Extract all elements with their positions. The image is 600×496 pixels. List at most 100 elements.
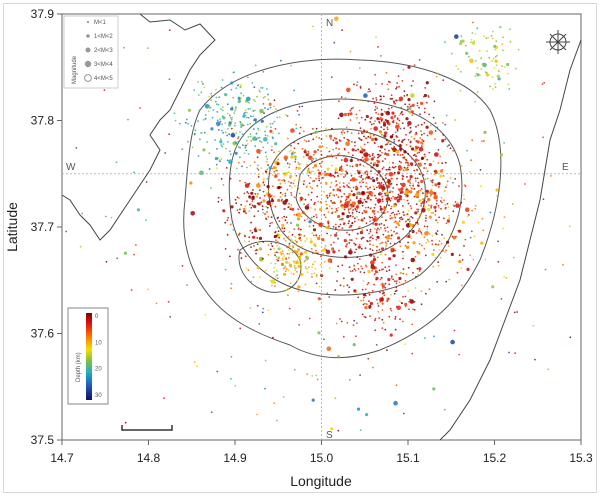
- earthquake-point: [244, 109, 247, 112]
- earthquake-point: [471, 41, 475, 45]
- earthquake-point: [226, 219, 229, 222]
- earthquake-point: [167, 301, 170, 303]
- earthquake-point: [367, 206, 370, 209]
- earthquake-point: [363, 271, 366, 274]
- earthquake-point: [392, 133, 394, 136]
- earthquake-point: [288, 105, 291, 108]
- earthquake-point: [311, 276, 313, 278]
- earthquake-point: [347, 200, 351, 204]
- earthquake-point: [288, 150, 291, 153]
- earthquake-point: [332, 193, 334, 196]
- earthquake-point: [379, 154, 382, 157]
- earthquake-point: [358, 122, 361, 124]
- earthquake-point: [448, 278, 451, 281]
- earthquake-point: [251, 231, 254, 234]
- earthquake-point: [240, 123, 244, 127]
- earthquake-point: [359, 85, 362, 88]
- earthquake-point: [234, 107, 237, 110]
- earthquake-point: [362, 159, 365, 162]
- earthquake-point: [435, 170, 438, 172]
- earthquake-point: [410, 84, 413, 87]
- earthquake-point: [366, 163, 369, 166]
- earthquake-point: [246, 200, 248, 203]
- earthquake-point: [452, 236, 456, 240]
- earthquake-point: [370, 170, 372, 173]
- earthquake-point: [415, 232, 418, 234]
- earthquake-point: [178, 122, 181, 125]
- earthquake-point: [330, 234, 332, 237]
- earthquake-point: [457, 229, 459, 232]
- earthquake-point: [321, 145, 324, 148]
- earthquake-point: [420, 188, 423, 190]
- earthquake-point: [276, 116, 279, 119]
- earthquake-point: [398, 160, 401, 163]
- earthquake-point: [414, 193, 420, 198]
- earthquake-point: [481, 217, 484, 220]
- earthquake-point: [421, 208, 426, 213]
- earthquake-point: [284, 266, 287, 269]
- earthquake-point: [381, 151, 383, 154]
- earthquake-point: [416, 267, 419, 270]
- colorbar-tick: 0: [95, 314, 99, 320]
- contour-outer: [183, 58, 502, 359]
- earthquake-point: [181, 148, 184, 151]
- earthquake-point: [408, 230, 411, 233]
- earthquake-point: [226, 112, 229, 115]
- earthquake-point: [295, 127, 298, 130]
- earthquake-point: [483, 35, 485, 38]
- earthquake-point: [225, 167, 228, 169]
- earthquake-point: [454, 119, 456, 121]
- earthquake-point: [383, 207, 387, 211]
- earthquake-point: [403, 157, 405, 160]
- earthquake-point: [395, 289, 398, 292]
- earthquake-point: [136, 208, 141, 212]
- earthquake-point: [355, 248, 358, 251]
- earthquake-point: [402, 272, 405, 275]
- earthquake-point: [370, 162, 372, 165]
- earthquake-point: [381, 318, 384, 321]
- earthquake-point: [284, 219, 287, 222]
- earthquake-point: [408, 218, 411, 221]
- earthquake-point: [315, 282, 318, 285]
- earthquake-point: [298, 132, 301, 135]
- earthquake-point: [253, 245, 255, 247]
- earthquake-point: [409, 190, 413, 194]
- earthquake-point: [393, 138, 396, 141]
- earthquake-point: [404, 190, 410, 195]
- earthquake-point: [376, 302, 379, 305]
- earthquake-point: [216, 167, 218, 170]
- earthquake-point: [358, 67, 361, 70]
- earthquake-point: [252, 276, 255, 278]
- earthquake-point: [425, 81, 429, 85]
- earthquake-point: [420, 233, 423, 236]
- earthquake-point: [416, 177, 419, 180]
- earthquake-point: [350, 224, 353, 227]
- earthquake-point: [349, 207, 352, 210]
- earthquake-point: [306, 163, 309, 166]
- earthquake-point: [260, 167, 263, 170]
- earthquake-point: [267, 164, 269, 167]
- earthquake-point: [219, 118, 221, 120]
- earthquake-point: [381, 284, 385, 288]
- earthquake-point: [496, 54, 498, 57]
- earthquake-point: [405, 223, 411, 228]
- legend-marker: [84, 74, 92, 82]
- earthquake-point: [401, 80, 404, 82]
- earthquake-point: [380, 283, 383, 286]
- earthquake-point: [474, 60, 477, 62]
- earthquake-point: [375, 83, 377, 85]
- earthquake-point: [424, 162, 426, 165]
- earthquake-point: [338, 218, 341, 221]
- earthquake-point: [276, 155, 278, 158]
- earthquake-point: [409, 145, 412, 148]
- earthquake-point: [264, 95, 266, 98]
- earthquake-point: [430, 194, 432, 197]
- earthquake-point: [346, 214, 350, 219]
- earthquake-point: [432, 116, 435, 119]
- earthquake-point: [356, 191, 360, 195]
- earthquake-point: [423, 225, 426, 228]
- earthquake-point: [274, 231, 276, 234]
- earthquake-point: [425, 292, 427, 295]
- earthquake-point: [303, 260, 306, 263]
- earthquake-point: [288, 263, 292, 267]
